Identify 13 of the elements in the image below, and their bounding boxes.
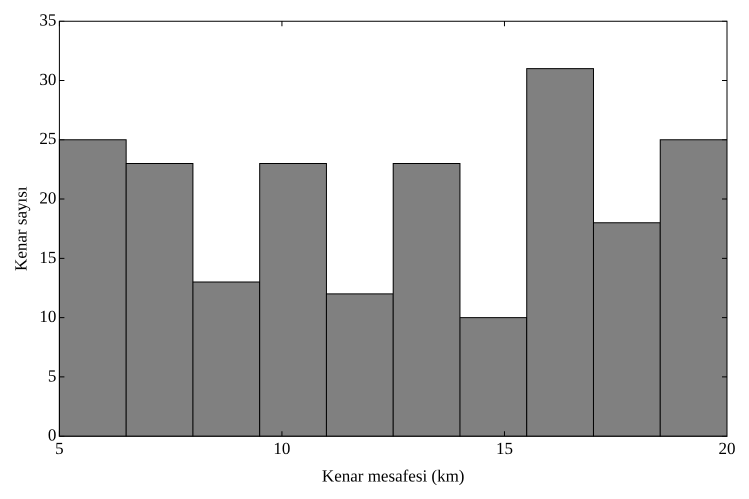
y-tick-label: 10 — [39, 307, 56, 326]
y-tick-label: 35 — [39, 10, 56, 30]
y-tick-label: 0 — [48, 426, 56, 445]
y-tick-label: 20 — [39, 188, 56, 208]
y-tick-label: 25 — [39, 129, 56, 148]
y-tick-label: 15 — [39, 248, 56, 267]
x-tick-label: 20 — [718, 438, 736, 458]
y-tick-label: 5 — [48, 366, 56, 386]
x-tick-label: 10 — [273, 438, 290, 458]
y-axis-title: Kenar sayısı — [12, 186, 31, 271]
x-tick-label: 15 — [496, 438, 513, 458]
y-tick-label: 30 — [39, 70, 56, 89]
x-axis-title: Kenar mesafesi (km) — [322, 466, 464, 486]
